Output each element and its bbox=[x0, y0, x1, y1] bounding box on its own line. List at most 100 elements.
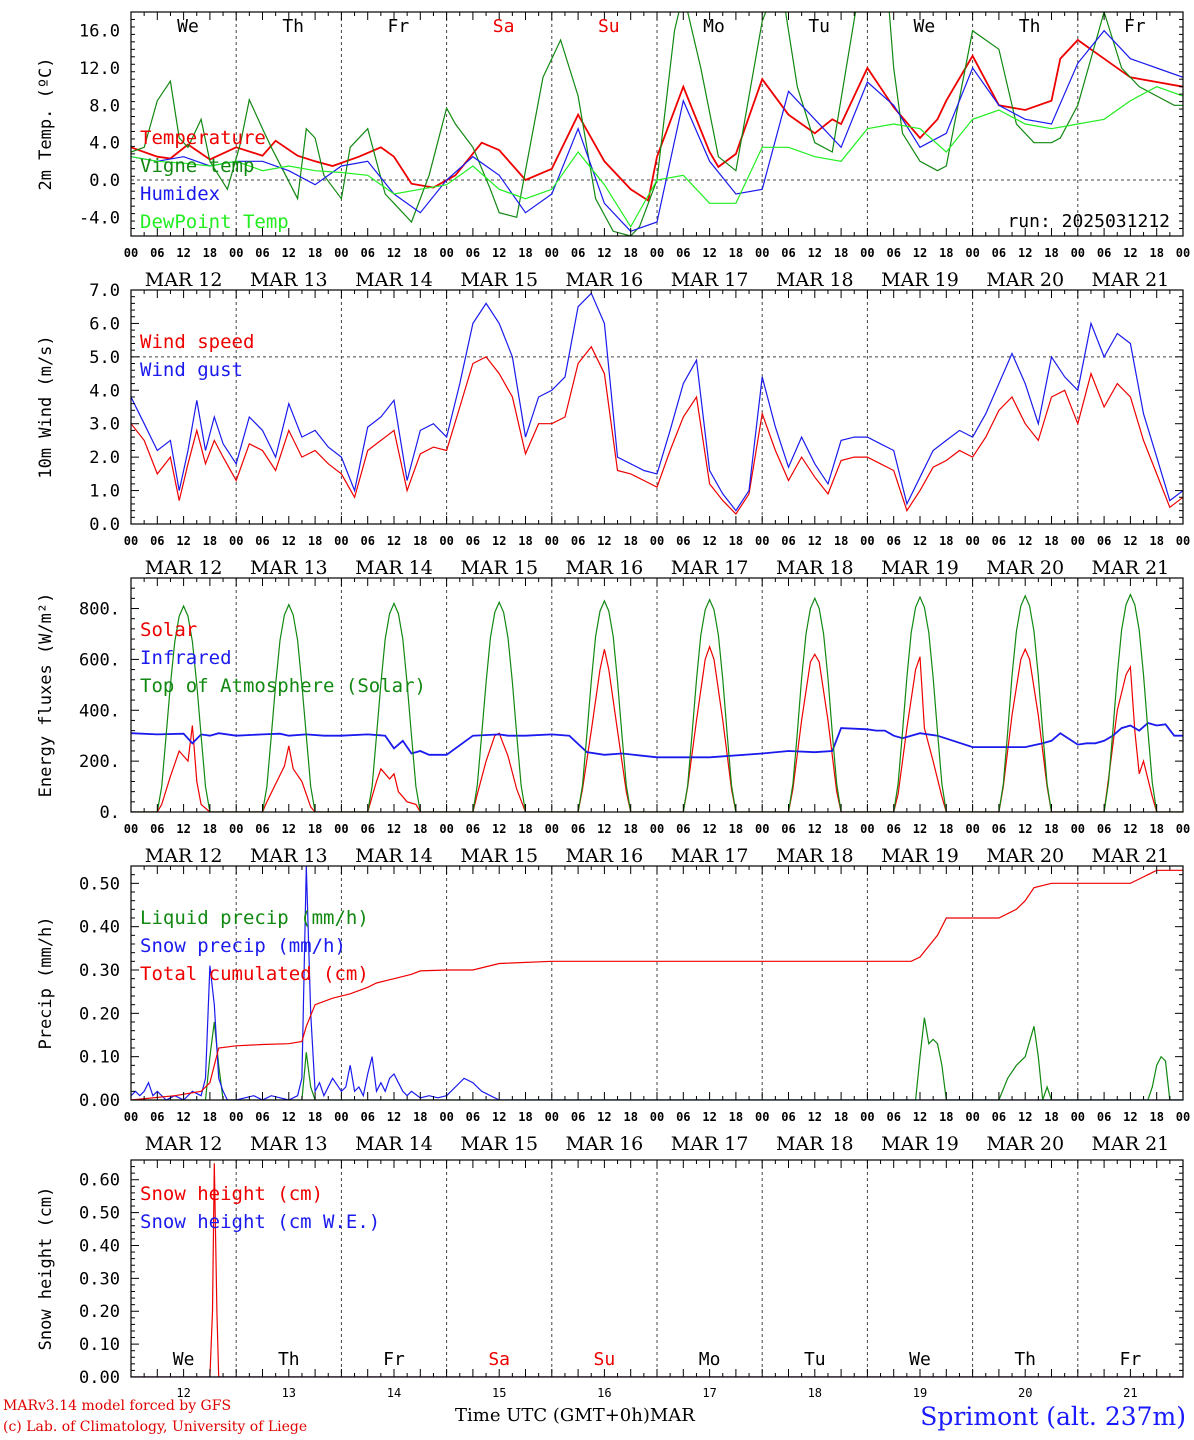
hour-tick-label: 00 bbox=[755, 1110, 769, 1124]
y-tick-label: 0.40 bbox=[79, 1236, 120, 1256]
hour-tick-label: 06 bbox=[781, 534, 795, 548]
weekday-label: Su bbox=[598, 16, 620, 37]
hour-tick-label: 18 bbox=[729, 534, 743, 548]
hour-tick-label: 06 bbox=[992, 822, 1006, 836]
y-tick-label: 0.50 bbox=[79, 1204, 120, 1224]
hour-tick-label: 00 bbox=[1176, 822, 1190, 836]
weekday-label: We bbox=[909, 1349, 931, 1370]
hour-tick-label: 06 bbox=[1097, 246, 1111, 260]
date-label: MAR 14 bbox=[355, 269, 433, 291]
date-label: MAR 20 bbox=[986, 269, 1064, 291]
hour-tick-label: 12 bbox=[1123, 534, 1137, 548]
hour-tick-label: 00 bbox=[439, 822, 453, 836]
hour-tick-label: 18 bbox=[413, 534, 427, 548]
hour-tick-label: 18 bbox=[308, 822, 322, 836]
y-axis-label: 10m Wind (m/s) bbox=[36, 335, 56, 478]
hour-tick-label: 06 bbox=[781, 822, 795, 836]
hour-tick-label: 18 bbox=[413, 1110, 427, 1124]
hour-tick-label: 12 bbox=[282, 822, 296, 836]
weekday-label: Tu bbox=[804, 1349, 826, 1370]
hour-tick-label: 06 bbox=[676, 534, 690, 548]
weekday-label: Fr bbox=[388, 16, 410, 37]
hour-tick-label: 00 bbox=[650, 1110, 664, 1124]
y-tick-label: 0.20 bbox=[79, 1302, 120, 1322]
weekday-label: We bbox=[914, 16, 936, 37]
y-tick-label: 800. bbox=[79, 600, 120, 620]
date-label: MAR 12 bbox=[145, 557, 223, 579]
weekday-label: We bbox=[177, 16, 199, 37]
day-number-label: 17 bbox=[702, 1386, 716, 1400]
hour-tick-label: 00 bbox=[334, 534, 348, 548]
hour-tick-label: 12 bbox=[1018, 246, 1032, 260]
hour-tick-label: 00 bbox=[439, 246, 453, 260]
panel-snow: 0.00 0.10 0.20 0.30 0.40 0.50 0.60 Snow height … bbox=[36, 1159, 1184, 1400]
weekday-label: We bbox=[173, 1349, 195, 1370]
legend-entry: Wind gust bbox=[140, 359, 243, 381]
series-line-temperature bbox=[131, 38, 1183, 202]
hour-tick-label: 00 bbox=[229, 1110, 243, 1124]
series-group bbox=[131, 12, 1183, 236]
panel-energy: 0. 200. 400. 600. 800. Energy fluxes (W/m²) So… bbox=[36, 577, 1190, 867]
copyright-credit: (c) Lab. of Climatology, University of L… bbox=[3, 1419, 308, 1435]
hour-tick-label: 18 bbox=[1044, 534, 1058, 548]
date-label: MAR 12 bbox=[145, 1133, 223, 1155]
y-tick-label: 3.0 bbox=[89, 415, 120, 435]
hour-tick-label: 18 bbox=[623, 1110, 637, 1124]
date-label: MAR 18 bbox=[776, 269, 854, 291]
hour-tick-label: 18 bbox=[1149, 534, 1163, 548]
weekday-label: Fr bbox=[1124, 16, 1146, 37]
hour-tick-label: 18 bbox=[1044, 822, 1058, 836]
hour-tick-label: 12 bbox=[492, 1110, 506, 1124]
hour-tick-label: 06 bbox=[1097, 534, 1111, 548]
series-line-humidex bbox=[131, 29, 1183, 232]
hour-tick-label: 12 bbox=[808, 1110, 822, 1124]
hour-tick-label: 06 bbox=[676, 246, 690, 260]
time-axis-label: Time UTC (GMT+0h) bbox=[455, 1405, 650, 1426]
hour-tick-label: 12 bbox=[176, 246, 190, 260]
y-tick-label: 0.0 bbox=[89, 515, 120, 535]
hour-tick-label: 00 bbox=[334, 246, 348, 260]
hour-tick-label: 00 bbox=[965, 1110, 979, 1124]
hour-tick-label: 18 bbox=[203, 822, 217, 836]
y-tick-label: 8.0 bbox=[89, 96, 120, 116]
hour-tick-label: 18 bbox=[939, 1110, 953, 1124]
hour-tick-label: 12 bbox=[808, 534, 822, 548]
hour-tick-label: 06 bbox=[781, 1110, 795, 1124]
date-label: MAR 19 bbox=[881, 845, 959, 867]
hour-tick-label: 12 bbox=[282, 1110, 296, 1124]
hour-tick-label: 06 bbox=[360, 534, 374, 548]
hour-tick-label: 12 bbox=[913, 534, 927, 548]
hour-tick-label: 00 bbox=[229, 534, 243, 548]
date-label: MAR 16 bbox=[566, 557, 644, 579]
hour-tick-label: 12 bbox=[597, 822, 611, 836]
hour-tick-label: 18 bbox=[203, 534, 217, 548]
weekday-label: Th bbox=[278, 1349, 300, 1370]
weekday-label: Tu bbox=[808, 16, 830, 37]
y-tick-label: 0.10 bbox=[79, 1335, 120, 1355]
legend-entry: Humidex bbox=[140, 183, 220, 205]
hour-tick-label: 12 bbox=[702, 246, 716, 260]
y-tick-label: 4.0 bbox=[89, 381, 120, 401]
series-line-dewpoint-temp bbox=[131, 86, 1183, 228]
legend-entry: Snow height (cm) bbox=[140, 1183, 323, 1205]
month-label: MAR bbox=[649, 1405, 695, 1426]
weekday-label: Fr bbox=[383, 1349, 405, 1370]
weekday-label: Su bbox=[594, 1349, 616, 1370]
hour-tick-label: 06 bbox=[571, 822, 585, 836]
hour-tick-label: 00 bbox=[1176, 1110, 1190, 1124]
hour-tick-label: 12 bbox=[1018, 822, 1032, 836]
hour-tick-label: 12 bbox=[702, 1110, 716, 1124]
weekday-label: Th bbox=[1019, 16, 1041, 37]
y-tick-label: 0.30 bbox=[79, 1269, 120, 1289]
hour-tick-label: 06 bbox=[466, 534, 480, 548]
y-axis-label: Snow height (cm) bbox=[36, 1187, 56, 1351]
date-label: MAR 12 bbox=[145, 269, 223, 291]
hour-tick-label: 18 bbox=[1149, 1110, 1163, 1124]
legend-entry: Snow precip (mm/h) bbox=[140, 935, 346, 957]
hour-tick-label: 06 bbox=[1097, 822, 1111, 836]
hour-tick-label: 06 bbox=[150, 246, 164, 260]
hour-tick-label: 06 bbox=[255, 534, 269, 548]
run-label: run: 2025031212 bbox=[1007, 211, 1170, 232]
hour-tick-label: 12 bbox=[597, 1110, 611, 1124]
date-label: MAR 21 bbox=[1092, 1133, 1170, 1155]
